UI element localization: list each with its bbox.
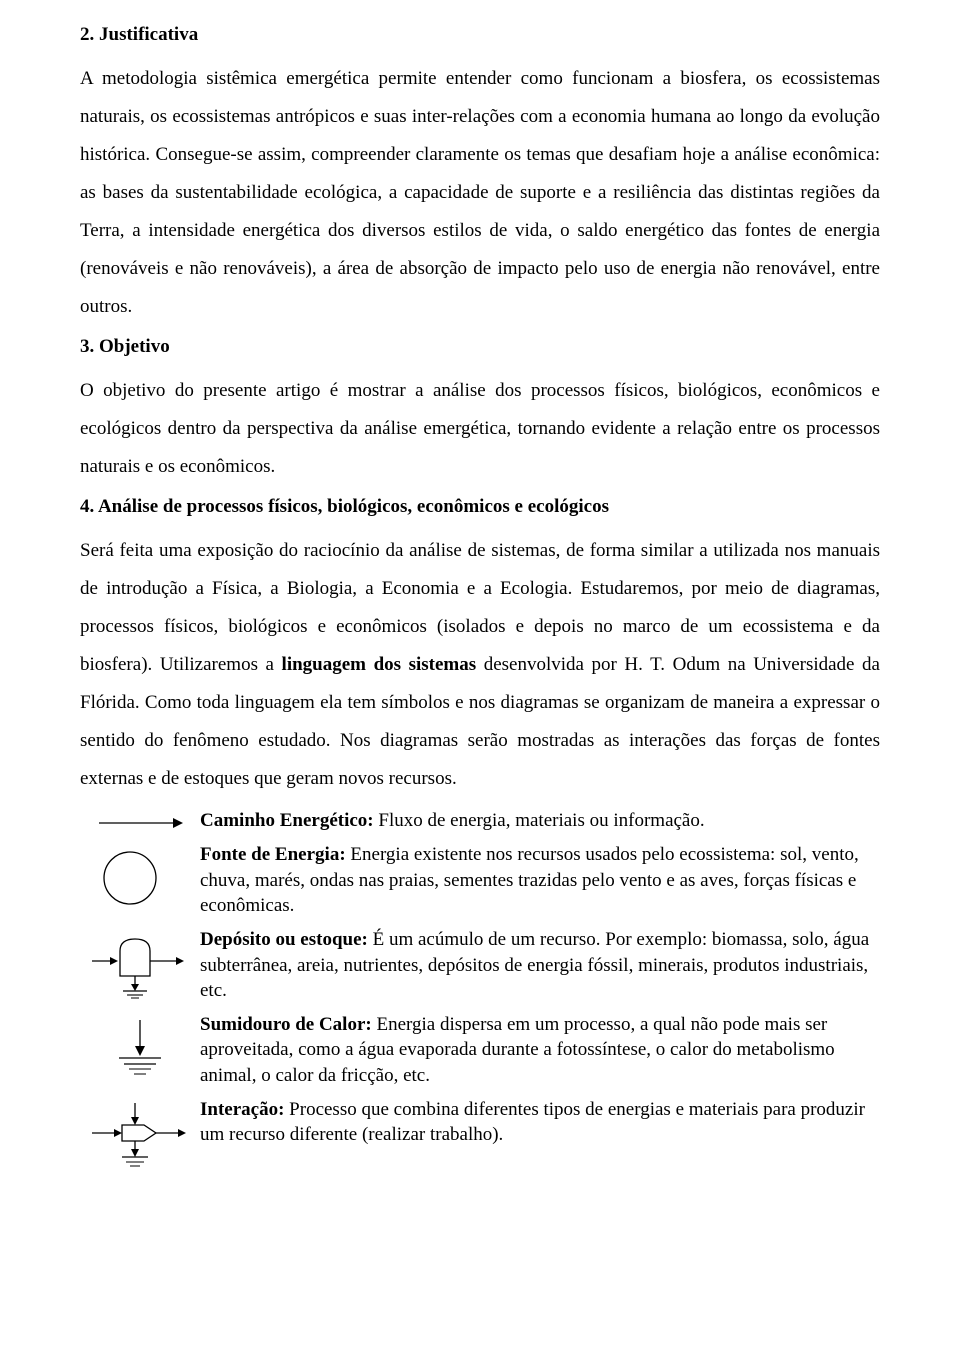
analise-bold-term: linguagem dos sistemas: [282, 654, 477, 675]
legend-row-caminho: Caminho Energético: Fluxo de energia, ma…: [80, 808, 880, 834]
heading-objetivo: 3. Objetivo: [80, 336, 880, 358]
paragraph-objetivo: O objetivo do presente artigo é mostrar …: [80, 372, 880, 486]
legend-term-sumidouro: Sumidouro de Calor:: [200, 1014, 372, 1035]
legend-row-interacao: Interação: Processo que combina diferent…: [80, 1097, 880, 1173]
energy-source-icon: [80, 842, 200, 910]
legend-term-interacao: Interação:: [200, 1099, 284, 1120]
heat-sink-icon: [80, 1012, 200, 1082]
paragraph-analise: Será feita uma exposição do raciocínio d…: [80, 532, 880, 798]
legend-desc-caminho: Fluxo de energia, materiais ou informaçã…: [374, 810, 705, 831]
heading-analise: 4. Análise de processos físicos, biológi…: [80, 496, 880, 518]
legend-row-sumidouro: Sumidouro de Calor: Energia dispersa em …: [80, 1012, 880, 1089]
legend-row-fonte: Fonte de Energia: Energia existente nos …: [80, 842, 880, 919]
legend-term-caminho: Caminho Energético:: [200, 810, 374, 831]
legend-text-interacao: Interação: Processo que combina diferent…: [200, 1097, 880, 1148]
legend-term-fonte: Fonte de Energia:: [200, 844, 346, 865]
heading-justificativa: 2. Justificativa: [80, 24, 880, 46]
storage-icon: [80, 927, 200, 1001]
legend-text-fonte: Fonte de Energia: Energia existente nos …: [200, 842, 880, 919]
paragraph-justificativa: A metodologia sistêmica emergética permi…: [80, 60, 880, 326]
energy-pathway-icon: [80, 808, 200, 834]
legend-text-sumidouro: Sumidouro de Calor: Energia dispersa em …: [200, 1012, 880, 1089]
legend-row-deposito: Depósito ou estoque: É um acúmulo de um …: [80, 927, 880, 1004]
interaction-icon: [80, 1097, 200, 1173]
legend-text-caminho: Caminho Energético: Fluxo de energia, ma…: [200, 808, 880, 834]
legend-table: Caminho Energético: Fluxo de energia, ma…: [80, 808, 880, 1181]
legend-desc-interacao: Processo que combina diferentes tipos de…: [200, 1099, 865, 1146]
legend-term-deposito: Depósito ou estoque:: [200, 929, 368, 950]
legend-text-deposito: Depósito ou estoque: É um acúmulo de um …: [200, 927, 880, 1004]
